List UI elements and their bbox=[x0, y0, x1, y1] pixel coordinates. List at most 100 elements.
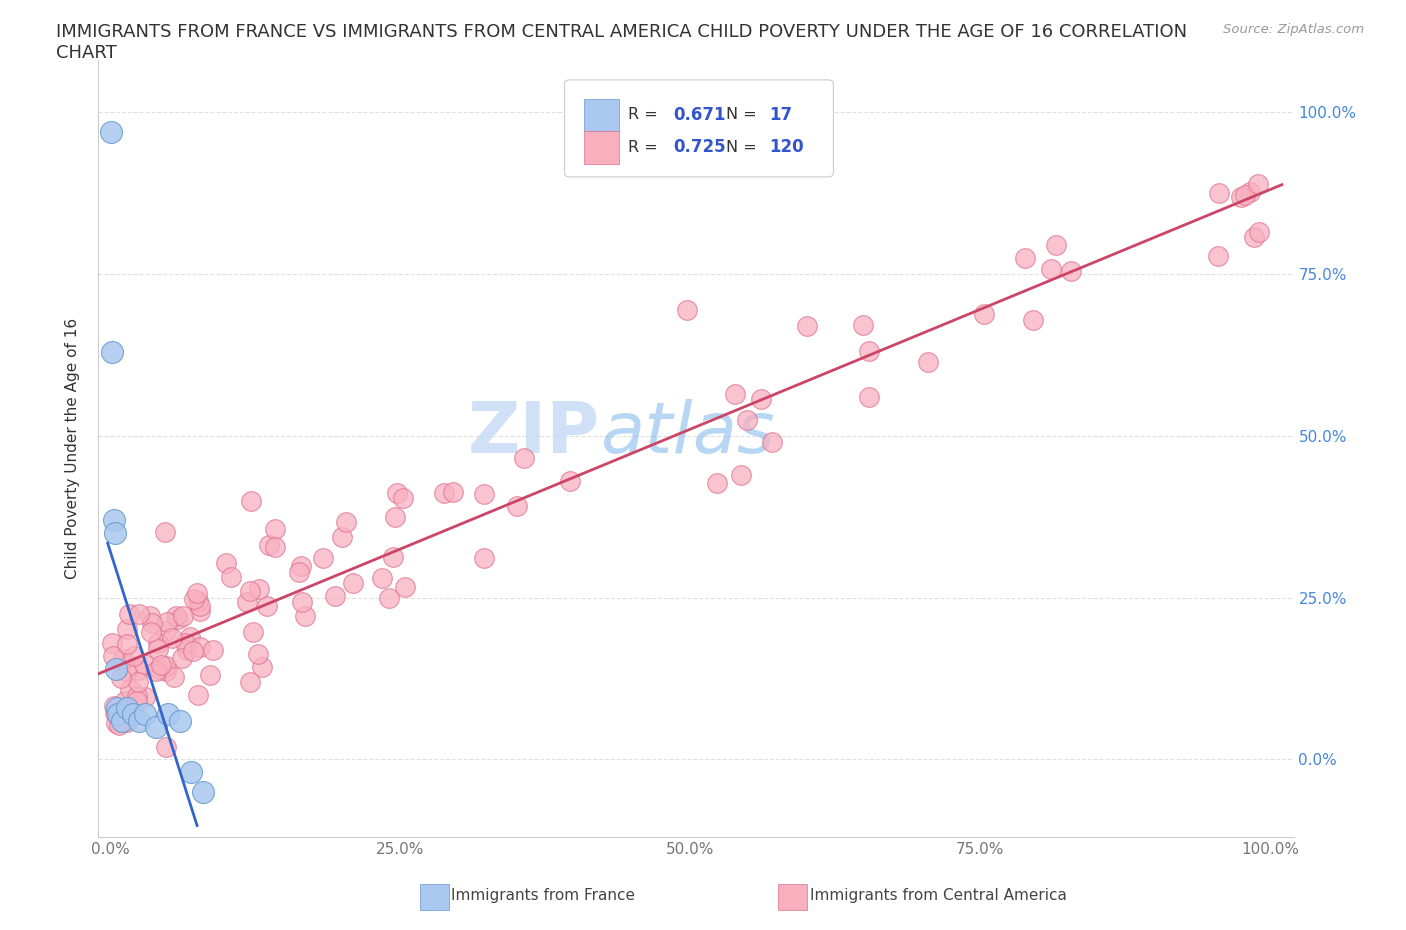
Point bbox=[335, 515, 357, 530]
Point bbox=[917, 354, 939, 369]
Point bbox=[145, 720, 167, 735]
Point bbox=[118, 682, 141, 697]
FancyBboxPatch shape bbox=[583, 99, 620, 131]
Point bbox=[127, 662, 149, 677]
Point bbox=[127, 675, 149, 690]
Point bbox=[155, 658, 177, 673]
Point bbox=[394, 579, 416, 594]
Point bbox=[730, 468, 752, 483]
Point bbox=[1045, 238, 1067, 253]
Point bbox=[105, 700, 128, 715]
Point bbox=[103, 648, 125, 663]
Point bbox=[132, 657, 155, 671]
Text: R =: R = bbox=[628, 140, 662, 155]
Point bbox=[187, 594, 209, 609]
Point bbox=[188, 598, 211, 613]
Point bbox=[1229, 189, 1251, 204]
Point bbox=[155, 664, 177, 679]
Point bbox=[104, 525, 127, 540]
Point bbox=[148, 662, 170, 677]
Point bbox=[294, 608, 316, 623]
Point bbox=[165, 609, 187, 624]
Point bbox=[107, 707, 129, 722]
Point bbox=[1060, 264, 1083, 279]
Point bbox=[110, 671, 132, 685]
Point bbox=[391, 490, 413, 505]
Text: atlas: atlas bbox=[600, 399, 775, 468]
Point bbox=[103, 698, 125, 713]
Point bbox=[191, 784, 214, 799]
Text: IMMIGRANTS FROM FRANCE VS IMMIGRANTS FROM CENTRAL AMERICA CHILD POVERTY UNDER TH: IMMIGRANTS FROM FRANCE VS IMMIGRANTS FRO… bbox=[56, 23, 1187, 41]
Point bbox=[187, 687, 209, 702]
Point bbox=[342, 576, 364, 591]
Point bbox=[111, 713, 134, 728]
Point bbox=[186, 586, 208, 601]
Point bbox=[145, 664, 167, 679]
Point bbox=[169, 713, 191, 728]
Point bbox=[259, 538, 281, 553]
Point bbox=[122, 648, 145, 663]
Point bbox=[149, 658, 172, 672]
Point bbox=[105, 716, 128, 731]
FancyBboxPatch shape bbox=[420, 884, 449, 910]
Point bbox=[1014, 250, 1036, 265]
FancyBboxPatch shape bbox=[583, 131, 620, 164]
Text: 17: 17 bbox=[769, 106, 792, 124]
Text: Immigrants from Central America: Immigrants from Central America bbox=[810, 888, 1066, 903]
Point bbox=[188, 604, 211, 618]
Point bbox=[104, 706, 127, 721]
Point bbox=[735, 412, 758, 427]
Point bbox=[183, 591, 205, 606]
Point bbox=[100, 125, 122, 140]
Point bbox=[263, 522, 285, 537]
Point bbox=[330, 529, 353, 544]
Point bbox=[288, 565, 311, 579]
Point bbox=[239, 584, 262, 599]
Point bbox=[1243, 230, 1265, 245]
Point bbox=[371, 570, 394, 585]
Point bbox=[239, 674, 262, 689]
Point bbox=[117, 700, 139, 715]
Point bbox=[675, 303, 697, 318]
Point bbox=[858, 390, 880, 405]
Text: CHART: CHART bbox=[56, 44, 117, 61]
Point bbox=[221, 570, 243, 585]
Point bbox=[114, 693, 136, 708]
FancyBboxPatch shape bbox=[779, 884, 807, 910]
Point bbox=[117, 606, 139, 621]
Text: ZIP: ZIP bbox=[468, 399, 600, 468]
Point bbox=[122, 707, 145, 722]
Point bbox=[325, 588, 347, 603]
Point bbox=[172, 609, 194, 624]
Point bbox=[796, 319, 818, 334]
Point bbox=[761, 434, 783, 449]
Point bbox=[115, 637, 138, 652]
Point bbox=[381, 549, 404, 564]
Point bbox=[433, 485, 456, 500]
Text: 120: 120 bbox=[769, 139, 803, 156]
Point bbox=[139, 624, 162, 639]
FancyBboxPatch shape bbox=[565, 80, 834, 177]
Point bbox=[239, 494, 262, 509]
Point bbox=[128, 713, 150, 728]
Point bbox=[1021, 312, 1043, 327]
Point bbox=[167, 612, 190, 627]
Point bbox=[215, 555, 238, 570]
Point bbox=[146, 636, 169, 651]
Point bbox=[201, 643, 224, 658]
Point bbox=[706, 476, 728, 491]
Point bbox=[506, 499, 529, 514]
Point bbox=[247, 581, 270, 596]
Point bbox=[160, 631, 183, 645]
Text: 0.725: 0.725 bbox=[673, 139, 725, 156]
Point bbox=[472, 487, 495, 502]
Point bbox=[108, 717, 131, 732]
Point bbox=[155, 739, 177, 754]
Point bbox=[179, 630, 201, 644]
Point bbox=[441, 485, 464, 499]
Point bbox=[1208, 186, 1230, 201]
Text: N =: N = bbox=[725, 107, 762, 123]
Point bbox=[111, 652, 134, 667]
Point bbox=[134, 689, 156, 704]
Point bbox=[139, 609, 162, 624]
